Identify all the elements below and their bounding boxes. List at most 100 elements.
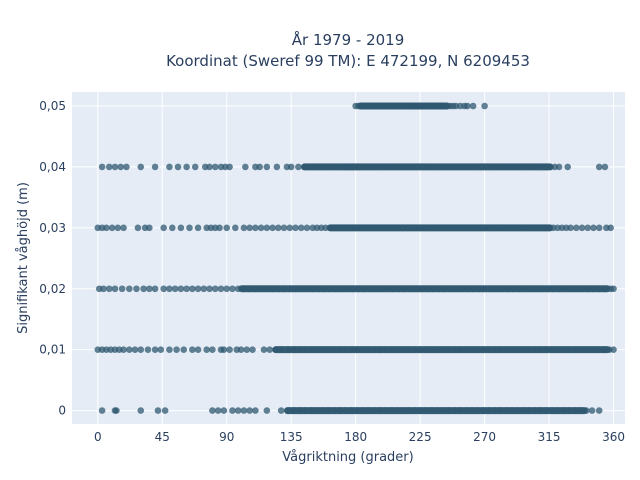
- data-point: [422, 407, 430, 414]
- data-point: [240, 224, 248, 232]
- data-point: [383, 285, 391, 293]
- data-point: [297, 224, 305, 232]
- data-point: [542, 346, 550, 353]
- data-point: [118, 285, 126, 293]
- y-tick-label: 0: [58, 404, 66, 418]
- data-point: [451, 346, 458, 353]
- data-point: [527, 285, 534, 293]
- data-point: [601, 163, 609, 171]
- data-point: [565, 407, 573, 414]
- data-point: [240, 285, 248, 293]
- data-point: [548, 346, 556, 353]
- data-point: [166, 346, 173, 353]
- data-point: [269, 224, 276, 232]
- data-point: [564, 163, 571, 171]
- data-point: [469, 102, 477, 110]
- data-point: [194, 346, 202, 353]
- data-point: [295, 163, 302, 171]
- data-point: [456, 346, 464, 353]
- data-point: [320, 285, 328, 293]
- data-point: [365, 407, 372, 414]
- data-point: [137, 346, 145, 353]
- y-axis-ticks: 0 0,01 0,02 0,03 0,04 0,05: [39, 99, 66, 418]
- data-point: [382, 346, 390, 353]
- data-point: [531, 346, 539, 353]
- data-point: [146, 285, 153, 293]
- data-point: [146, 224, 153, 232]
- data-point: [588, 346, 596, 353]
- data-point: [469, 285, 477, 293]
- data-point: [343, 285, 351, 293]
- data-point: [134, 224, 142, 232]
- data-point: [126, 285, 133, 293]
- data-point: [309, 285, 316, 293]
- data-point: [243, 346, 251, 353]
- data-point: [171, 285, 179, 293]
- data-point: [348, 346, 355, 353]
- data-point: [525, 346, 533, 353]
- data-point: [232, 224, 239, 232]
- data-point: [601, 285, 609, 293]
- data-point: [497, 407, 504, 414]
- data-point: [544, 285, 551, 293]
- data-point: [263, 163, 271, 171]
- data-point: [113, 407, 120, 414]
- data-point: [434, 346, 441, 353]
- data-point: [571, 407, 579, 414]
- data-points: [94, 102, 617, 414]
- data-point: [446, 285, 454, 293]
- data-point: [277, 346, 285, 353]
- data-point: [296, 346, 304, 353]
- data-point: [263, 285, 271, 293]
- data-point: [246, 224, 253, 232]
- data-point: [610, 285, 617, 293]
- data-point: [542, 407, 550, 414]
- data-point: [399, 346, 407, 353]
- data-point: [531, 407, 539, 414]
- data-point: [519, 346, 527, 353]
- data-point: [389, 285, 397, 293]
- x-tick-label: 180: [344, 430, 367, 444]
- data-point: [514, 407, 521, 414]
- data-point: [378, 285, 385, 293]
- data-point: [342, 346, 349, 353]
- data-point: [492, 285, 500, 293]
- data-point: [393, 346, 401, 353]
- data-point: [521, 285, 529, 293]
- data-point: [514, 346, 521, 353]
- data-point: [319, 346, 327, 353]
- data-point: [412, 285, 420, 293]
- y-axis-label: Signifikant våghöjd (m): [16, 182, 31, 334]
- data-point: [525, 407, 533, 414]
- data-point: [177, 285, 185, 293]
- data-point: [382, 407, 390, 414]
- data-point: [296, 407, 304, 414]
- data-point: [183, 285, 190, 293]
- data-point: [166, 285, 173, 293]
- data-point: [117, 163, 125, 171]
- data-point: [275, 224, 282, 232]
- data-point: [307, 346, 315, 353]
- data-point: [105, 163, 113, 171]
- data-point: [584, 224, 592, 232]
- data-point: [348, 407, 355, 414]
- data-point: [416, 407, 424, 414]
- data-point: [370, 346, 378, 353]
- data-point: [206, 285, 213, 293]
- data-point: [151, 285, 159, 293]
- data-point: [479, 346, 487, 353]
- data-point: [561, 285, 569, 293]
- x-tick-label: 225: [409, 430, 432, 444]
- data-point: [595, 407, 603, 414]
- data-point: [273, 163, 281, 171]
- data-point: [297, 285, 305, 293]
- data-point: [260, 346, 268, 353]
- y-tick-label: 0,02: [39, 282, 66, 296]
- data-point: [537, 346, 544, 353]
- data-point: [290, 346, 298, 353]
- x-tick-label: 135: [280, 430, 303, 444]
- data-point: [177, 224, 185, 232]
- x-tick-label: 0: [94, 430, 102, 444]
- data-point: [98, 407, 106, 414]
- data-point: [372, 285, 380, 293]
